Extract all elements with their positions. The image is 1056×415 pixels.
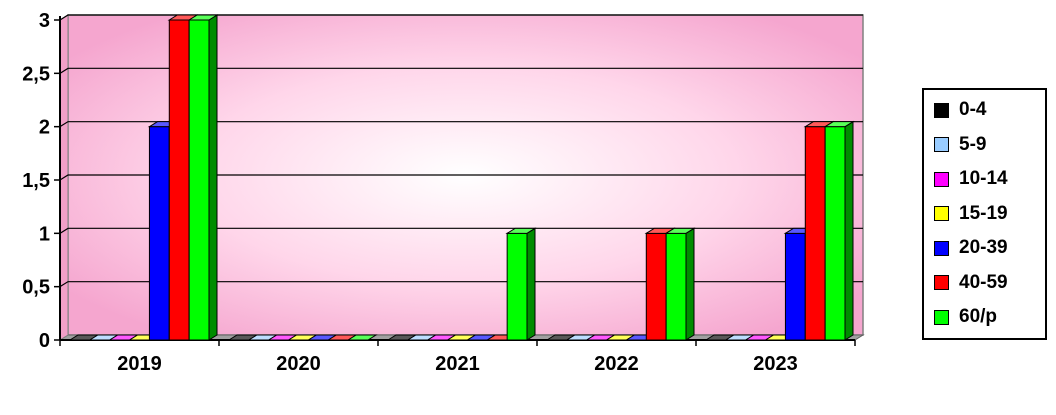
legend-label: 20-39 [959, 237, 1008, 258]
bar [664, 227, 696, 341]
gridline [59, 121, 863, 128]
bar-front [188, 19, 210, 341]
legend-item: 40-59 [934, 271, 1008, 295]
y-tick-label: 2 [39, 117, 50, 139]
x-tick-label: 2020 [276, 353, 321, 375]
bar-front [168, 19, 190, 341]
y-tick-label: 0 [39, 330, 50, 352]
legend-swatch [934, 137, 949, 152]
y-tick-label: 1 [39, 223, 50, 245]
bar [505, 227, 537, 341]
bar-top [823, 121, 855, 128]
gridline [59, 67, 863, 74]
x-tick-label: 2022 [594, 353, 639, 375]
gridline [59, 174, 863, 181]
bar-top [664, 227, 696, 234]
y-tick-label: 1,5 [22, 170, 50, 192]
legend-swatch [934, 275, 949, 290]
x-tick-label: 2023 [753, 353, 798, 375]
legend-item: 60/p [934, 305, 997, 329]
x-tick-label: 2019 [117, 353, 162, 375]
legend: 0-4 5-9 10-14 15-19 20-39 40-59 60/p [922, 88, 1047, 340]
legend-swatch [934, 309, 949, 325]
bar-top [346, 334, 378, 341]
bar-front [665, 232, 687, 341]
legend-label: 10-14 [959, 168, 1008, 189]
legend-swatch [934, 171, 949, 187]
legend-swatch [934, 206, 949, 221]
bar [187, 14, 219, 341]
bar-front [824, 126, 846, 341]
bar-side [526, 227, 536, 341]
bar [346, 334, 378, 341]
y-tick-label: 0,5 [22, 277, 50, 299]
y-tick-label: 3 [39, 10, 50, 32]
legend-swatch [934, 102, 949, 118]
bar-front [645, 232, 667, 341]
legend-item: 0-4 [934, 98, 986, 122]
bar-top [187, 14, 219, 21]
x-tick-label: 2021 [435, 353, 480, 375]
bar-side [844, 120, 854, 341]
legend-label: 0-4 [959, 99, 987, 120]
legend-label: 40-59 [959, 271, 1008, 293]
bar-top [505, 227, 537, 234]
legend-item: 15-19 [934, 202, 1008, 226]
bar-front [506, 232, 528, 341]
bar-front [784, 232, 806, 341]
bar [823, 120, 855, 341]
legend-item: 20-39 [934, 236, 1008, 260]
legend-label: 60/p [959, 306, 998, 327]
bar-front [148, 126, 170, 341]
bar-front [804, 126, 826, 341]
legend-item: 5-9 [934, 133, 986, 157]
y-tick-label: 2,5 [22, 63, 50, 85]
legend-swatch [934, 240, 949, 256]
legend-label: 5-9 [959, 133, 987, 155]
gridline [59, 227, 863, 234]
legend-item: 10-14 [934, 167, 1008, 191]
gridline [59, 14, 863, 21]
bar-side [208, 14, 218, 341]
bar-side [685, 227, 695, 341]
legend-label: 15-19 [959, 202, 1008, 224]
gridline [59, 281, 863, 288]
